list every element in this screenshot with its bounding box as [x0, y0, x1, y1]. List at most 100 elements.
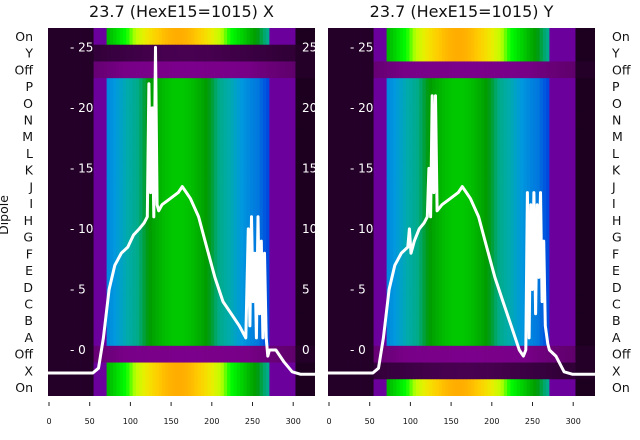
heatmap-cell: [337, 161, 342, 179]
heatmap-cell: [210, 145, 215, 163]
heatmap-cell: [116, 28, 121, 46]
heatmap-cell: [468, 128, 472, 146]
heatmap-cell: [389, 28, 394, 46]
heatmap-cell: [337, 145, 342, 163]
heatmap-cell: [347, 178, 352, 196]
heatmap-cell: [539, 78, 544, 96]
heatmap-cell: [220, 111, 225, 129]
heatmap-cell: [513, 262, 518, 280]
heatmap-cell: [243, 362, 248, 380]
heatmap-cell: [223, 128, 228, 146]
heatmap-cell: [67, 278, 72, 297]
heatmap-cell: [451, 128, 456, 146]
heatmap-cell: [555, 345, 560, 363]
heatmap-cell: [516, 94, 521, 113]
heatmap-cell: [70, 178, 75, 196]
heatmap-cell: [383, 61, 388, 79]
heatmap-cell: [96, 212, 101, 230]
heatmap-row-n: [328, 111, 595, 129]
heatmap-cell: [64, 161, 68, 179]
heatmap-cell: [279, 245, 283, 263]
heatmap-cell: [285, 345, 290, 363]
heatmap-cell: [253, 28, 257, 46]
heatmap-cell: [428, 245, 433, 263]
heatmap-cell: [415, 262, 420, 280]
heatmap-cell: [113, 44, 117, 62]
heatmap-cell: [334, 228, 339, 246]
heatmap-cell: [510, 228, 514, 246]
heatmap-cell: [581, 128, 586, 146]
heatmap-cell: [484, 278, 488, 297]
overlay-ytick-label-twin: 0: [302, 343, 310, 357]
heatmap-cell: [54, 178, 59, 196]
heatmap-cell: [354, 278, 358, 297]
heatmap-cell: [360, 145, 365, 163]
heatmap-cell: [129, 178, 134, 196]
heatmap-cell: [523, 228, 528, 246]
category-label: O: [612, 96, 622, 111]
heatmap-cell: [181, 145, 186, 163]
heatmap-row-x: [48, 362, 315, 380]
heatmap-row-e: [48, 262, 315, 280]
heatmap-cell: [165, 362, 169, 380]
heatmap-cell: [301, 178, 306, 196]
heatmap-cell: [572, 278, 576, 297]
heatmap-cell: [135, 94, 140, 113]
heatmap-cell: [139, 212, 143, 230]
heatmap-cell: [536, 145, 541, 163]
heatmap-cell: [191, 111, 195, 129]
heatmap-cell: [578, 178, 583, 196]
heatmap-cell: [376, 61, 381, 79]
heatmap-cell: [61, 278, 65, 297]
heatmap-cell: [461, 312, 466, 330]
heatmap-cell: [197, 262, 202, 280]
heatmap-cell: [256, 78, 261, 96]
heatmap-cell: [301, 345, 306, 363]
heatmap-cell: [184, 379, 189, 396]
heatmap-cell: [233, 228, 238, 246]
xtick-label: 100: [123, 417, 138, 426]
heatmap-cell: [471, 61, 475, 79]
heatmap-cell: [386, 78, 391, 96]
heatmap-cell: [249, 161, 254, 179]
heatmap-cell: [409, 379, 414, 396]
heatmap-cell: [74, 128, 78, 146]
heatmap-cell: [370, 195, 374, 213]
heatmap-cell: [422, 228, 427, 246]
heatmap-cell: [399, 262, 404, 280]
heatmap-cell: [572, 111, 576, 129]
heatmap-cell: [507, 379, 511, 396]
heatmap-cell: [259, 78, 264, 96]
heatmap-cell: [451, 312, 456, 330]
heatmap-cell: [380, 212, 384, 230]
heatmap-cell: [246, 28, 251, 46]
heatmap-cell: [461, 379, 466, 396]
heatmap-cell: [233, 61, 238, 79]
heatmap-cell: [184, 278, 189, 297]
heatmap-cell: [54, 161, 59, 179]
heatmap-cell: [288, 94, 293, 113]
heatmap-cell: [61, 295, 65, 313]
heatmap-cell: [539, 379, 544, 396]
heatmap-cell: [513, 78, 518, 96]
heatmap-cell: [288, 145, 293, 163]
heatmap-cell: [295, 295, 300, 313]
heatmap-cell: [454, 345, 459, 363]
heatmap-cell: [373, 312, 378, 330]
heatmap-cell: [341, 61, 345, 79]
heatmap-cell: [402, 262, 407, 280]
heatmap-cell: [370, 178, 374, 196]
heatmap-cell: [308, 295, 313, 313]
heatmap-cell: [214, 295, 218, 313]
heatmap-cell: [468, 28, 472, 46]
heatmap-cell: [51, 379, 55, 396]
heatmap-cell: [428, 345, 433, 363]
heatmap-cell: [591, 212, 595, 230]
heatmap-cell: [422, 111, 427, 129]
heatmap-cell: [57, 178, 62, 196]
heatmap-cell: [588, 245, 593, 263]
heatmap-cell: [100, 94, 104, 113]
heatmap-cell: [80, 61, 85, 79]
heatmap-cell: [471, 111, 475, 129]
heatmap-cell: [337, 44, 342, 62]
